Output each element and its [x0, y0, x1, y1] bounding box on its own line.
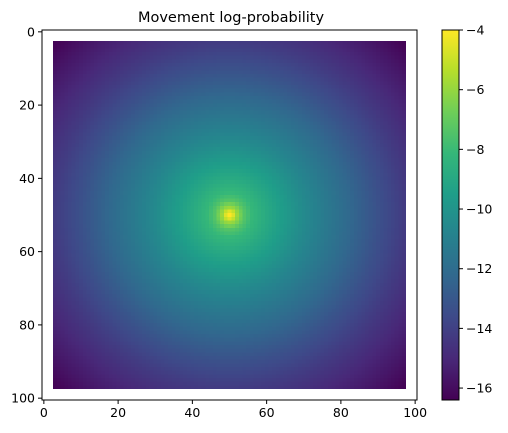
heatmap-image: [42, 30, 417, 400]
x-tick-label: 40: [184, 405, 200, 420]
x-tick-label: 0: [40, 405, 48, 420]
colorbar-tick-label: −12: [466, 261, 492, 276]
colorbar-tick-label: −14: [466, 321, 492, 336]
colorbar-gradient: [442, 30, 459, 400]
colorbar-tick-label: −6: [466, 82, 484, 97]
y-tick-label: 60: [19, 244, 35, 259]
x-tick-label: 60: [259, 405, 275, 420]
y-tick-label: 40: [19, 171, 35, 186]
x-tick-label: 20: [110, 405, 126, 420]
y-tick-label: 100: [11, 391, 35, 406]
y-axis: 0 20 40 60 80 100: [11, 24, 42, 406]
heatmap-plot-area: [41, 29, 418, 401]
colorbar-frame: [441, 29, 460, 401]
x-tick-label: 100: [403, 405, 427, 420]
colorbar-tick-label: −10: [466, 202, 492, 217]
colorbar: −16 −14 −12 −10 −8 −6 −4: [441, 23, 492, 401]
y-tick-label: 0: [27, 24, 35, 39]
chart-title: Movement log-probability: [138, 10, 325, 26]
colorbar-tick-label: −16: [466, 381, 492, 396]
colorbar-tick-label: −4: [466, 23, 484, 38]
x-axis: 0 20 40 60 80 100: [40, 400, 427, 420]
y-tick-label: 20: [19, 98, 35, 113]
x-tick-label: 80: [333, 405, 349, 420]
y-tick-label: 80: [19, 317, 35, 332]
plot-frame: [41, 29, 418, 401]
colorbar-tick-label: −8: [466, 142, 484, 157]
